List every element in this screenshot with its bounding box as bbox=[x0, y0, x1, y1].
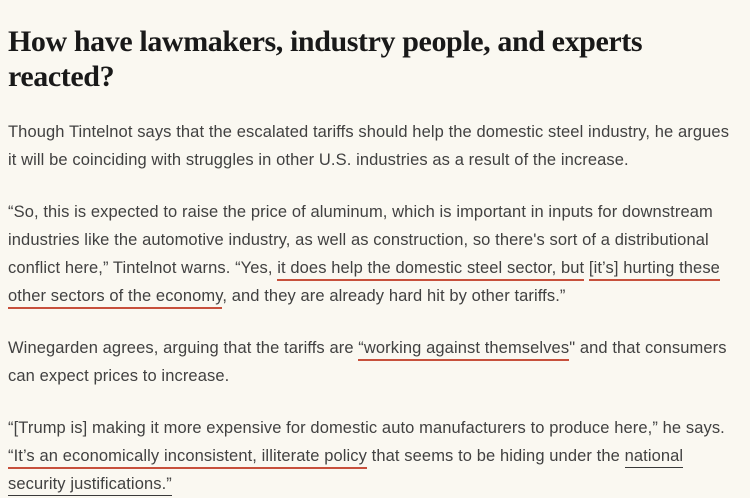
paragraph-list: Though Tintelnot says that the escalated… bbox=[8, 118, 742, 498]
red-underlined-link[interactable]: it does help the domestic steel sector, … bbox=[277, 259, 585, 281]
paragraph: “[Trump is] making it more expensive for… bbox=[8, 414, 742, 498]
red-underlined-link[interactable]: “It’s an economically inconsistent, illi… bbox=[8, 447, 367, 469]
text-run: , and they are already hard hit by other… bbox=[222, 287, 566, 305]
text-run: “[Trump is] making it more expensive for… bbox=[8, 419, 725, 437]
text-run: Though Tintelnot says that the escalated… bbox=[8, 123, 730, 169]
red-underlined-link[interactable]: “working against themselves bbox=[358, 339, 570, 361]
paragraph: Though Tintelnot says that the escalated… bbox=[8, 118, 742, 174]
text-run: that seems to be hiding under the bbox=[367, 447, 625, 465]
paragraph: Winegarden agrees, arguing that the tari… bbox=[8, 334, 742, 390]
text-run: " and that consumers can expect prices t… bbox=[8, 339, 727, 385]
section-heading: How have lawmakers, industry people, and… bbox=[8, 24, 742, 94]
paragraph: “So, this is expected to raise the price… bbox=[8, 198, 742, 310]
dark-underlined-link[interactable]: national security justifications.” bbox=[8, 447, 684, 496]
text-run: “So, this is expected to raise the price… bbox=[8, 203, 713, 277]
heading-line-2: reacted? bbox=[8, 60, 115, 93]
heading-line-1: How have lawmakers, industry people, and… bbox=[8, 25, 643, 58]
red-underlined-link[interactable]: [it’s] hurting these other sectors of th… bbox=[8, 259, 720, 309]
text-run: Winegarden agrees, arguing that the tari… bbox=[8, 339, 359, 357]
